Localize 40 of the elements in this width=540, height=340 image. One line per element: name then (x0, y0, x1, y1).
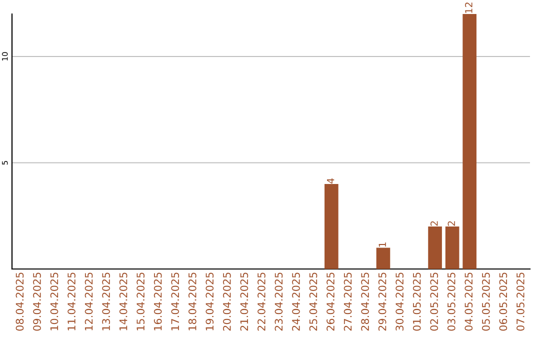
x-tick-label: 27.04.2025 (344, 272, 352, 331)
data-label: 2 (430, 221, 438, 226)
x-tick-label: 06.05.2025 (499, 272, 508, 331)
x-tick-label: 01.05.2025 (412, 272, 421, 331)
x-tick-label: 04.05.2025 (464, 272, 473, 331)
x-tick-label: 12.04.2025 (84, 272, 93, 330)
data-label: 4 (327, 178, 334, 184)
data-label: 2 (448, 221, 455, 226)
x-tick-label: 30.04.2025 (396, 272, 404, 331)
bar (445, 226, 460, 269)
x-tick-label: 24.04.2025 (292, 272, 300, 331)
x-tick-label: 13.04.2025 (102, 272, 110, 330)
x-tick-label: 14.04.2025 (119, 272, 128, 330)
x-tick-label: 23.04.2025 (274, 272, 283, 331)
x-tick-label: 20.04.2025 (222, 272, 231, 331)
x-tick-label: 10.04.2025 (50, 272, 58, 330)
x-tick-label: 11.04.2025 (68, 272, 76, 330)
x-tick-label: 28.04.2025 (361, 272, 369, 331)
x-tick-label: 16.04.2025 (154, 272, 162, 330)
x-tick-label: 08.04.2025 (16, 272, 24, 331)
x-tick-label: 05.05.2025 (482, 272, 490, 331)
data-label: 1 (378, 242, 386, 247)
x-tick-label: 02.05.2025 (430, 272, 438, 331)
x-tick-label: 09.04.2025 (33, 272, 41, 331)
bar (376, 248, 390, 269)
x-tick-label: 19.04.2025 (206, 272, 214, 330)
x-tick-label: 29.04.2025 (378, 272, 386, 331)
x-tick-label: 25.04.2025 (309, 272, 318, 331)
bar (428, 226, 442, 269)
x-tick-label: 22.04.2025 (258, 272, 266, 331)
x-tick-label: 15.04.2025 (136, 272, 145, 330)
x-tick-label: 26.04.2025 (326, 272, 334, 331)
data-label: 12 (465, 2, 472, 13)
x-tick-label: 21.04.2025 (240, 272, 248, 331)
x-tick-label: 03.05.2025 (447, 272, 456, 331)
bar (462, 14, 476, 269)
bar (324, 184, 338, 269)
x-tick-label: 17.04.2025 (171, 272, 180, 330)
x-tick-label: 18.04.2025 (188, 272, 196, 330)
x-tick-label: 07.05.2025 (516, 272, 524, 331)
